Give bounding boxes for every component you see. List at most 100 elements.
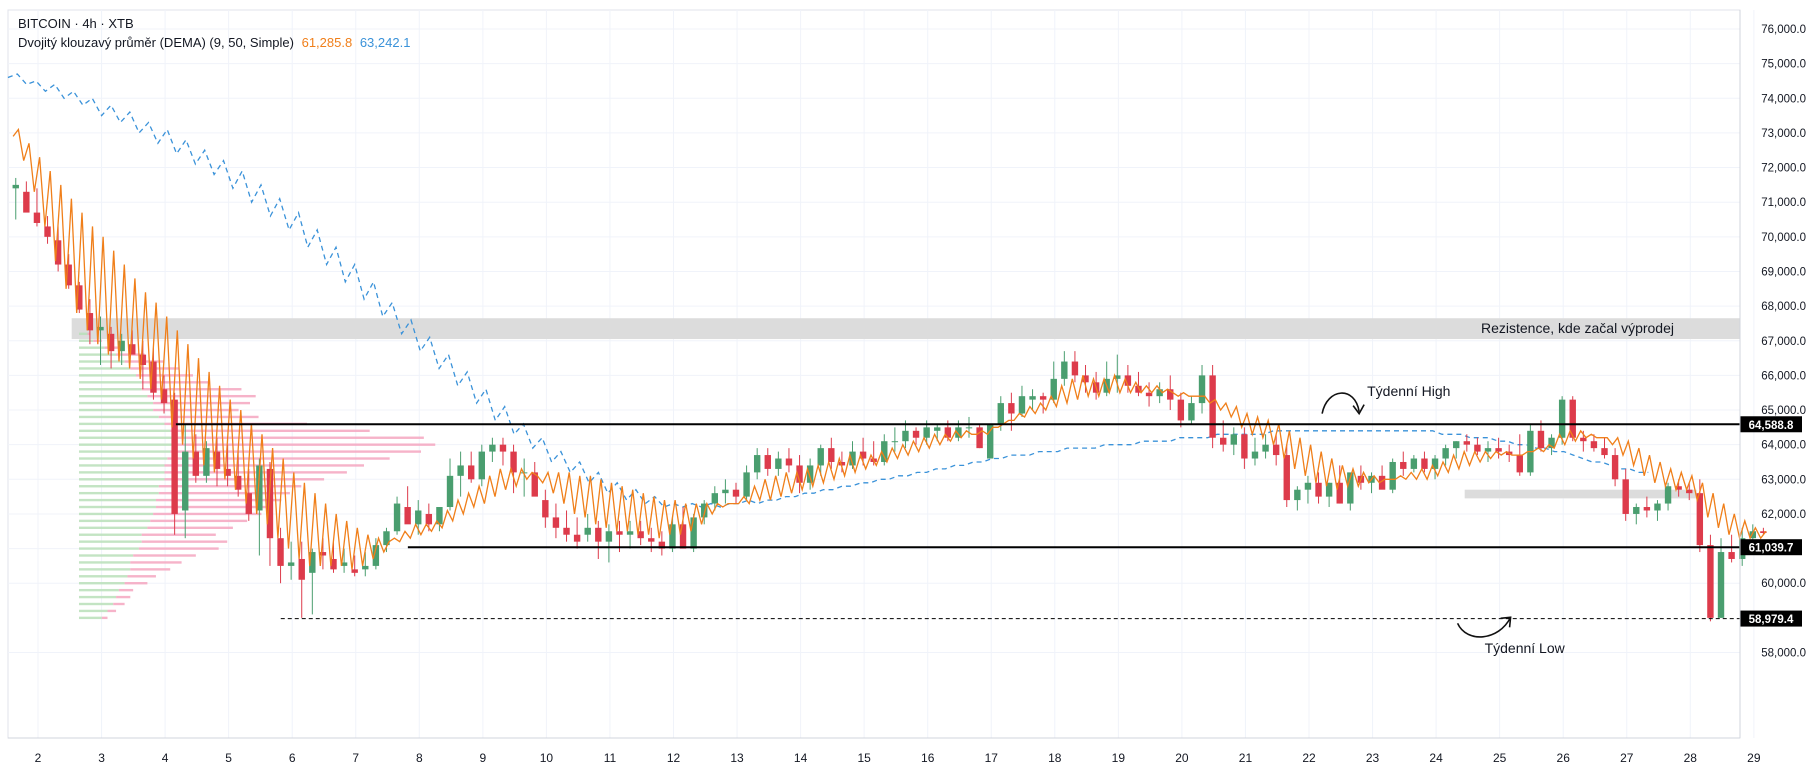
candle: [828, 437, 835, 469]
volume-bar-down: [127, 575, 156, 578]
candle: [76, 281, 83, 314]
candle-body: [722, 489, 729, 494]
volume-bar-up: [79, 561, 131, 564]
y-tick-label: 74,000.0: [1761, 93, 1806, 105]
candle-body: [1442, 448, 1449, 459]
candle: [1050, 361, 1057, 404]
candle-body: [54, 240, 62, 265]
volume-bar-down: [170, 429, 370, 433]
volume-bar-up: [79, 616, 102, 620]
candles[interactable]: [12, 177, 1767, 622]
volume-bar-up: [79, 401, 154, 405]
price-tag-label: 61,039.7: [1749, 543, 1794, 555]
volume-bar-up: [79, 415, 159, 419]
candle: [12, 177, 19, 220]
candle: [1590, 434, 1598, 452]
candle-body: [107, 333, 115, 352]
candle-body: [404, 507, 411, 525]
candle-body: [319, 552, 327, 556]
candle-body: [1325, 482, 1333, 497]
candle-body: [1251, 451, 1259, 459]
candle: [1262, 434, 1269, 459]
candle-body: [1336, 482, 1343, 504]
volume-bar-down: [147, 394, 256, 398]
candle: [563, 510, 570, 542]
candle: [1633, 503, 1640, 525]
candle: [139, 340, 147, 390]
volume-bar-up: [79, 436, 174, 439]
arrow-high-head: [1352, 404, 1365, 416]
candle-body: [256, 465, 263, 511]
candle-body: [1601, 448, 1608, 456]
price-tag: [1740, 610, 1802, 627]
candle-body: [234, 475, 242, 490]
candle: [1463, 434, 1471, 452]
candle: [1569, 396, 1576, 442]
volume-bar-down: [107, 609, 117, 613]
candle: [192, 434, 200, 483]
candle-body: [944, 427, 952, 438]
candle: [1220, 420, 1227, 452]
candle-body: [701, 503, 708, 518]
candle-body: [467, 465, 475, 480]
volume-bar-down: [130, 561, 182, 564]
volume-bar-up: [79, 582, 125, 585]
candle-body: [1421, 458, 1428, 469]
volume-bar-up: [79, 485, 159, 488]
candle-body: [277, 538, 284, 566]
volume-bar-down: [170, 450, 421, 453]
candle-body: [1400, 461, 1407, 469]
candle: [1156, 382, 1163, 404]
candle: [1654, 500, 1661, 521]
candle-body: [1114, 375, 1121, 379]
x-tick-label: 28: [1684, 751, 1698, 765]
candle: [1241, 427, 1248, 469]
candle-body: [1622, 479, 1629, 514]
volume-bar-up: [79, 374, 136, 377]
candle-body: [1272, 444, 1280, 456]
annotation-weekly-low: Týdenní Low: [1484, 640, 1565, 657]
candle: [97, 316, 104, 365]
candle: [1167, 375, 1174, 411]
candle: [372, 538, 380, 570]
candle-body: [1696, 493, 1704, 546]
candle-body: [552, 517, 560, 528]
x-tick-label: 16: [921, 751, 935, 765]
legend-indicator-row[interactable]: Dvojitý klouzavý průměr (DEMA) (9, 50, S…: [18, 33, 410, 52]
candle: [1686, 482, 1693, 501]
candle: [1251, 437, 1259, 466]
volume-bar-up: [79, 602, 114, 606]
volume-bar-down: [155, 505, 270, 509]
arrow-high-curve: [1321, 392, 1360, 414]
volume-bar-up: [79, 464, 165, 467]
separator: ·: [100, 16, 105, 31]
candle: [1071, 351, 1079, 383]
candle: [182, 423, 189, 539]
candle-body: [1188, 403, 1195, 421]
x-tick-label: 25: [1493, 751, 1507, 765]
candle-body: [711, 493, 719, 504]
x-tick-label: 5: [225, 751, 232, 765]
horizontal-lines[interactable]: 64,588.8 61,039.7 58,979.4: [175, 416, 1802, 627]
y-tick-label: 62,000.0: [1761, 509, 1806, 521]
volume-bar-down: [113, 602, 125, 606]
volume-bar-up: [79, 540, 142, 543]
candle: [679, 507, 687, 549]
candle: [1209, 364, 1216, 449]
x-tick-label: 19: [1112, 751, 1126, 765]
candle: [245, 468, 252, 521]
resistance-zone: [71, 318, 1740, 340]
x-tick-label: 22: [1302, 751, 1316, 765]
volume-bar-down: [138, 547, 219, 550]
candle-body: [171, 399, 178, 514]
y-tick-label: 65,000.0: [1761, 405, 1806, 417]
candle: [722, 479, 729, 504]
candle: [626, 520, 634, 549]
candle: [1135, 371, 1142, 397]
candle: [1717, 538, 1725, 618]
volume-bar-up: [79, 526, 148, 529]
candle: [33, 188, 41, 227]
volume-bar-down: [173, 436, 424, 439]
x-tick-label: 27: [1620, 751, 1634, 765]
